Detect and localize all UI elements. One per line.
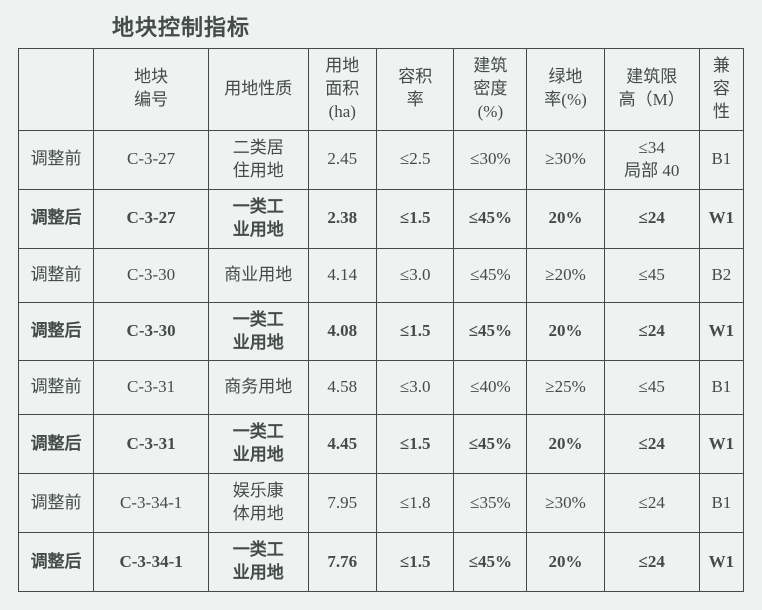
cell-area: 7.95: [308, 474, 377, 533]
cell-height: ≤24: [604, 533, 699, 592]
cell-density: ≤45%: [454, 415, 527, 474]
cell-compat: B1: [699, 474, 743, 533]
cell-label: 调整前: [19, 361, 94, 415]
cell-density: ≤45%: [454, 533, 527, 592]
cell-landuse: 娱乐康体用地: [209, 474, 308, 533]
cell-green: 20%: [527, 189, 604, 248]
cell-plotno: C-3-34-1: [94, 474, 209, 533]
cell-plotno: C-3-31: [94, 415, 209, 474]
cell-plotno: C-3-34-1: [94, 533, 209, 592]
col-header-landuse: 用地性质: [209, 49, 308, 131]
cell-compat: B1: [699, 130, 743, 189]
cell-plotno: C-3-30: [94, 302, 209, 361]
col-header-compat: 兼容性: [699, 49, 743, 131]
cell-green: 20%: [527, 302, 604, 361]
cell-label: 调整前: [19, 474, 94, 533]
cell-landuse: 一类工业用地: [209, 302, 308, 361]
cell-density: ≤45%: [454, 302, 527, 361]
cell-green: ≥30%: [527, 130, 604, 189]
cell-landuse: 商务用地: [209, 361, 308, 415]
cell-compat: B1: [699, 361, 743, 415]
cell-density: ≤40%: [454, 361, 527, 415]
cell-landuse: 商业用地: [209, 248, 308, 302]
cell-compat: B2: [699, 248, 743, 302]
table-row: 调整后C-3-30一类工业用地4.08≤1.5≤45%20%≤24W1: [19, 302, 744, 361]
cell-landuse: 二类居住用地: [209, 130, 308, 189]
cell-plotno: C-3-31: [94, 361, 209, 415]
col-header-height: 建筑限高（M）: [604, 49, 699, 131]
cell-plotno: C-3-30: [94, 248, 209, 302]
cell-far: ≤1.5: [377, 415, 454, 474]
table-row: 调整后C-3-34-1一类工业用地7.76≤1.5≤45%20%≤24W1: [19, 533, 744, 592]
cell-height: ≤24: [604, 474, 699, 533]
cell-landuse: 一类工业用地: [209, 189, 308, 248]
cell-far: ≤3.0: [377, 248, 454, 302]
cell-plotno: C-3-27: [94, 189, 209, 248]
cell-height: ≤24: [604, 189, 699, 248]
cell-far: ≤3.0: [377, 361, 454, 415]
cell-label: 调整后: [19, 533, 94, 592]
cell-far: ≤1.8: [377, 474, 454, 533]
cell-green: 20%: [527, 533, 604, 592]
cell-far: ≤1.5: [377, 302, 454, 361]
col-header-density: 建筑密度(%): [454, 49, 527, 131]
table-row: 调整后C-3-31一类工业用地4.45≤1.5≤45%20%≤24W1: [19, 415, 744, 474]
cell-density: ≤45%: [454, 248, 527, 302]
table-row: 调整前C-3-31商务用地4.58≤3.0≤40%≥25%≤45B1: [19, 361, 744, 415]
cell-area: 4.08: [308, 302, 377, 361]
table-title: 地块控制指标: [112, 10, 744, 42]
cell-height: ≤24: [604, 415, 699, 474]
cell-height: ≤24: [604, 302, 699, 361]
cell-area: 4.45: [308, 415, 377, 474]
cell-green: ≥30%: [527, 474, 604, 533]
cell-area: 2.38: [308, 189, 377, 248]
cell-area: 4.58: [308, 361, 377, 415]
col-header-far: 容积率: [377, 49, 454, 131]
table-row: 调整后C-3-27一类工业用地2.38≤1.5≤45%20%≤24W1: [19, 189, 744, 248]
cell-height: ≤45: [604, 248, 699, 302]
table-row: 调整前C-3-34-1娱乐康体用地7.95≤1.8≤35%≥30%≤24B1: [19, 474, 744, 533]
col-header-plotno: 地块编号: [94, 49, 209, 131]
table-header-row: 地块编号 用地性质 用地面积(ha) 容积率 建筑密度(%) 绿地率(%) 建筑…: [19, 49, 744, 131]
cell-height: ≤45: [604, 361, 699, 415]
cell-landuse: 一类工业用地: [209, 415, 308, 474]
cell-green: ≥20%: [527, 248, 604, 302]
cell-area: 4.14: [308, 248, 377, 302]
table-row: 调整前C-3-27二类居住用地2.45≤2.5≤30%≥30%≤34局部 40B…: [19, 130, 744, 189]
cell-far: ≤2.5: [377, 130, 454, 189]
table-row: 调整前C-3-30商业用地4.14≤3.0≤45%≥20%≤45B2: [19, 248, 744, 302]
cell-plotno: C-3-27: [94, 130, 209, 189]
cell-label: 调整前: [19, 130, 94, 189]
cell-label: 调整后: [19, 189, 94, 248]
cell-compat: W1: [699, 533, 743, 592]
col-header-green: 绿地率(%): [527, 49, 604, 131]
cell-density: ≤35%: [454, 474, 527, 533]
cell-area: 2.45: [308, 130, 377, 189]
cell-green: ≥25%: [527, 361, 604, 415]
control-index-table: 地块编号 用地性质 用地面积(ha) 容积率 建筑密度(%) 绿地率(%) 建筑…: [18, 48, 744, 592]
cell-density: ≤45%: [454, 189, 527, 248]
col-header-area: 用地面积(ha): [308, 49, 377, 131]
cell-label: 调整后: [19, 302, 94, 361]
cell-height: ≤34局部 40: [604, 130, 699, 189]
cell-label: 调整后: [19, 415, 94, 474]
cell-far: ≤1.5: [377, 533, 454, 592]
cell-compat: W1: [699, 415, 743, 474]
cell-density: ≤30%: [454, 130, 527, 189]
cell-compat: W1: [699, 189, 743, 248]
cell-compat: W1: [699, 302, 743, 361]
cell-green: 20%: [527, 415, 604, 474]
cell-far: ≤1.5: [377, 189, 454, 248]
cell-landuse: 一类工业用地: [209, 533, 308, 592]
cell-area: 7.76: [308, 533, 377, 592]
cell-label: 调整前: [19, 248, 94, 302]
col-header-label: [19, 49, 94, 131]
